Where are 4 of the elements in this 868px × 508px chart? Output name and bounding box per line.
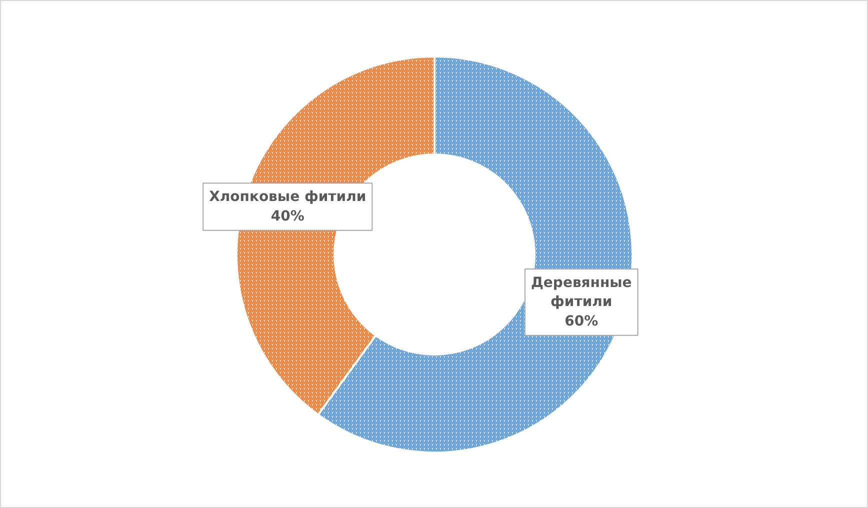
slice-label: Хлопковые фитили bbox=[209, 189, 366, 206]
data-label: 40% bbox=[270, 208, 304, 224]
slice-label: Деревянные фитили bbox=[530, 275, 632, 310]
data-label: 60% bbox=[564, 313, 598, 330]
